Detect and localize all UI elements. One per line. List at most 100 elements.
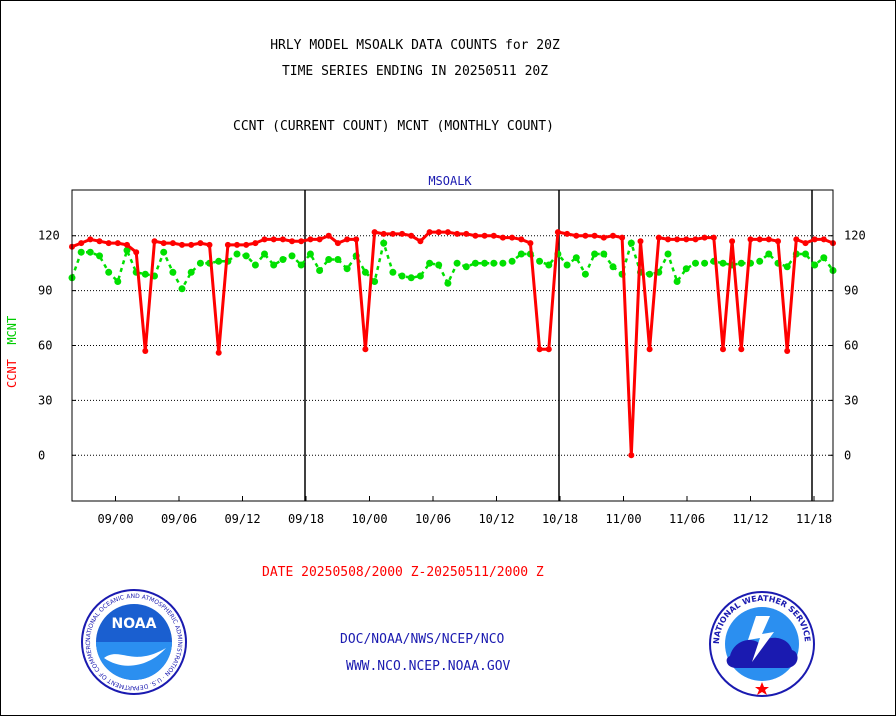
website-link[interactable]: WWW.NCO.NCEP.NOAA.GOV xyxy=(346,659,511,674)
plot-title: MSOALK xyxy=(428,174,472,188)
data-point-mcnt xyxy=(343,265,351,273)
data-point-mcnt xyxy=(389,268,397,276)
data-point-mcnt xyxy=(288,252,296,260)
x-tick-label: 09/00 xyxy=(97,512,133,526)
data-point-mcnt xyxy=(105,268,113,276)
data-point-mcnt xyxy=(270,261,278,269)
data-point-ccnt xyxy=(545,346,552,353)
data-point-ccnt xyxy=(96,238,103,245)
data-point-ccnt xyxy=(169,240,176,247)
data-point-ccnt xyxy=(646,346,653,353)
data-point-ccnt xyxy=(573,232,580,239)
data-point-ccnt xyxy=(765,236,772,243)
data-point-mcnt xyxy=(261,250,268,258)
data-point-mcnt xyxy=(802,250,809,258)
y-tick-label-left: 60 xyxy=(38,339,52,353)
data-point-ccnt xyxy=(637,238,644,245)
y-tick-label-right: 30 xyxy=(844,393,858,407)
data-point-mcnt xyxy=(471,259,479,267)
data-point-mcnt xyxy=(719,259,727,267)
data-point-ccnt xyxy=(142,348,149,354)
data-point-ccnt xyxy=(334,240,341,247)
chart-title-line1: HRLY MODEL MSOALK DATA COUNTS for 20Z xyxy=(270,38,560,53)
data-point-mcnt xyxy=(233,250,241,258)
chart-title-line2: TIME SERIES ENDING IN 20250511 20Z xyxy=(281,64,549,79)
data-point-ccnt xyxy=(389,230,396,237)
x-tick-label: 10/06 xyxy=(415,512,451,526)
data-point-ccnt xyxy=(160,240,167,247)
x-tick-label: 10/12 xyxy=(478,512,514,526)
nws-logo[interactable]: NATIONAL WEATHER SERVICE xyxy=(708,590,816,698)
data-point-mcnt xyxy=(160,248,168,256)
data-point-ccnt xyxy=(380,230,387,237)
data-point-mcnt xyxy=(765,250,773,258)
grid-layer xyxy=(72,190,833,501)
date-range: DATE 20250508/2000 Z-20250511/2000 Z xyxy=(262,565,544,580)
data-point-ccnt xyxy=(710,234,717,241)
data-point-mcnt xyxy=(279,256,287,263)
x-tick-label: 11/06 xyxy=(669,512,705,526)
data-point-ccnt xyxy=(756,236,763,243)
data-point-mcnt xyxy=(334,256,342,263)
x-tick-label: 10/18 xyxy=(542,512,578,526)
data-point-mcnt xyxy=(178,285,186,293)
data-point-ccnt xyxy=(518,236,525,243)
data-point-mcnt xyxy=(426,259,434,267)
data-point-mcnt xyxy=(820,254,828,262)
data-point-ccnt xyxy=(655,234,662,241)
series-layer xyxy=(68,229,837,459)
data-point-ccnt xyxy=(628,452,635,459)
data-point-ccnt xyxy=(802,240,809,247)
data-point-mcnt xyxy=(811,261,819,269)
data-point-mcnt xyxy=(453,259,461,267)
x-tick-label: 11/12 xyxy=(732,512,768,526)
data-point-mcnt xyxy=(737,259,745,267)
data-point-ccnt xyxy=(454,230,461,237)
data-point-mcnt xyxy=(682,265,690,273)
data-point-mcnt xyxy=(783,263,791,271)
data-point-mcnt xyxy=(536,257,544,265)
noaa-logo-text: NOAA xyxy=(112,616,157,632)
data-point-ccnt xyxy=(252,240,259,247)
data-point-mcnt xyxy=(242,252,250,260)
data-point-ccnt xyxy=(536,346,543,353)
data-point-ccnt xyxy=(133,249,140,256)
data-point-ccnt xyxy=(417,238,424,245)
data-point-mcnt xyxy=(600,250,608,258)
y-tick-label-left: 90 xyxy=(38,284,52,298)
y-tick-label-left: 0 xyxy=(38,448,45,462)
data-point-mcnt xyxy=(444,279,452,287)
data-point-mcnt xyxy=(380,239,388,247)
data-point-ccnt xyxy=(435,229,442,236)
data-point-mcnt xyxy=(86,248,94,256)
data-point-ccnt xyxy=(747,236,754,243)
data-point-mcnt xyxy=(325,256,333,263)
data-point-mcnt xyxy=(141,270,149,278)
data-point-ccnt xyxy=(151,238,158,245)
data-point-ccnt xyxy=(738,346,745,353)
data-point-mcnt xyxy=(361,268,369,276)
data-point-mcnt xyxy=(306,250,314,258)
data-point-ccnt xyxy=(197,240,204,247)
data-point-ccnt xyxy=(610,232,616,239)
data-point-mcnt xyxy=(499,259,507,267)
data-point-mcnt xyxy=(251,261,259,269)
data-point-mcnt xyxy=(462,263,470,271)
data-point-ccnt xyxy=(87,236,94,243)
y-tick-label-right: 0 xyxy=(844,448,851,462)
star-icon xyxy=(755,682,769,695)
data-point-ccnt xyxy=(674,236,681,243)
y-tick-label-right: 60 xyxy=(844,339,858,353)
data-point-mcnt xyxy=(481,259,489,267)
data-point-ccnt xyxy=(105,240,112,247)
data-point-mcnt xyxy=(591,250,599,258)
data-point-ccnt xyxy=(179,241,185,248)
doc-link[interactable]: DOC/NOAA/NWS/NCEP/NCO xyxy=(340,632,505,647)
noaa-logo[interactable]: NOAA NATIONAL OCEANIC AND ATMOSPHERIC AD… xyxy=(80,588,188,696)
data-point-ccnt xyxy=(692,236,699,243)
chart-subtitle: CCNT (CURRENT COUNT) MCNT (MONTHLY COUNT… xyxy=(233,119,554,134)
y-label-ccnt: CCNT xyxy=(5,359,19,388)
data-point-mcnt xyxy=(435,261,443,269)
data-point-ccnt xyxy=(720,346,726,353)
